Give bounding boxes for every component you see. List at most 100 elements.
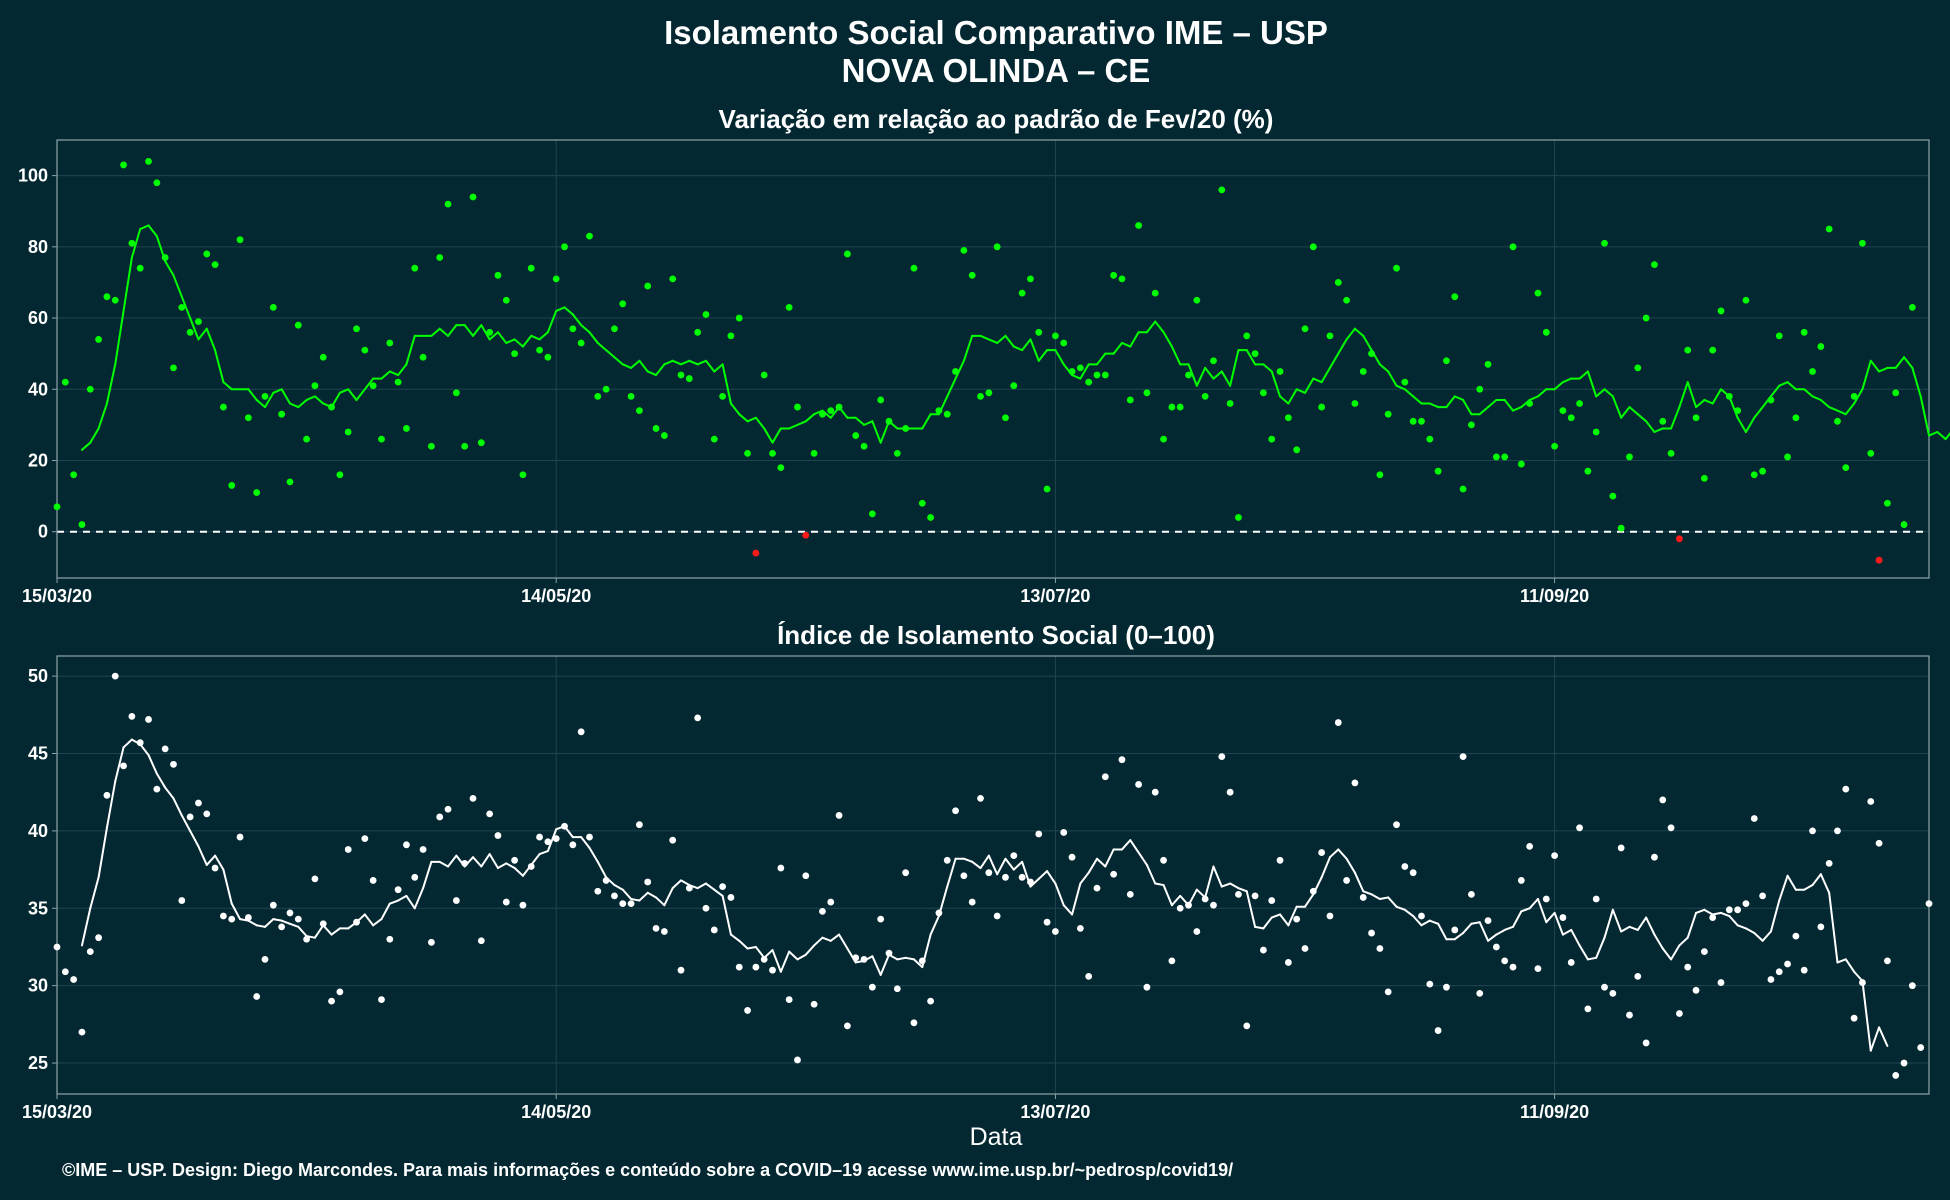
index-trend-segment [588, 846, 599, 863]
index-data-point [1176, 904, 1184, 912]
variation-data-point [244, 414, 252, 422]
index-trend-segment [596, 860, 608, 879]
index-data-point [660, 928, 668, 935]
variation-trend-segment [1894, 356, 1906, 369]
variation-trend-segment [1736, 416, 1747, 433]
variation-data-point [1784, 453, 1791, 461]
variation-data-point [1060, 339, 1068, 347]
index-trend-segment [372, 918, 383, 927]
index-trend-segment [538, 850, 549, 856]
index-data-point [1634, 972, 1642, 980]
index-data-point [1484, 917, 1492, 925]
variation-data-point [1018, 289, 1026, 297]
variation-data-point [1742, 296, 1750, 304]
index-trend-segment [1412, 915, 1423, 927]
variation-data-point [336, 471, 344, 479]
index-data-point [1276, 856, 1284, 864]
index-data-point [353, 918, 360, 926]
variation-trend-segment [538, 331, 549, 341]
index-trend-segment [114, 746, 125, 783]
index-trend-segment [363, 913, 375, 927]
index-data-point [1684, 963, 1692, 971]
index-data-point [910, 1019, 918, 1027]
variation-trend-segment [563, 306, 574, 316]
variation-trend-segment [1021, 338, 1032, 352]
variation-data-point [1160, 435, 1167, 443]
index-data-point [145, 716, 152, 723]
variation-trend-segment [89, 427, 100, 444]
variation-data-point [727, 332, 735, 340]
variation-trend-segment [1769, 384, 1781, 398]
index-trend-segment [1337, 848, 1348, 860]
index-trend-segment [230, 902, 242, 921]
index-trend-segment [1062, 904, 1074, 916]
index-data-point [1542, 895, 1550, 903]
index-data-point [968, 898, 976, 906]
index-trend-segment [1678, 936, 1689, 947]
index-data-point [1401, 863, 1409, 870]
variation-trend-segment [513, 338, 524, 348]
variation-trend-segment [1744, 416, 1756, 433]
variation-trend-segment [463, 324, 474, 337]
variation-trend-segment [1711, 388, 1722, 405]
variation-trend-segment [305, 395, 316, 401]
index-data-point [844, 1022, 851, 1030]
variation-data-point [1443, 357, 1450, 365]
index-trend-segment [447, 854, 458, 868]
index-trend-segment [97, 826, 108, 879]
variation-data-point [145, 157, 152, 165]
index-data-point [1210, 901, 1217, 909]
variation-trend-segment [1170, 345, 1182, 366]
index-data-point [170, 760, 177, 768]
variation-trend-segment [1428, 402, 1440, 409]
index-trend-segment [663, 887, 674, 907]
index-data-point [1509, 963, 1517, 971]
index-data-point [95, 934, 102, 942]
index-trend-segment [1503, 925, 1514, 931]
variation-data-point [1126, 396, 1134, 404]
variation-data-point [1692, 414, 1700, 422]
index-trend-segment [397, 894, 408, 902]
variation-data-point [694, 328, 702, 336]
variation-trend-segment [671, 359, 682, 366]
variation-data-point [1651, 261, 1658, 269]
variation-trend-segment [380, 370, 391, 380]
variation-trend-segment [1287, 388, 1298, 405]
index-data-point [1892, 1072, 1900, 1079]
variation-data-point [1210, 357, 1217, 365]
index-trend-segment [1087, 857, 1098, 874]
variation-data-point [1767, 396, 1775, 404]
index-trend-segment [1553, 911, 1564, 936]
variation-trend-segment [1911, 366, 1922, 398]
variation-data-point [844, 250, 851, 258]
index-data-point [985, 869, 993, 877]
index-trend-segment [929, 915, 940, 936]
index-data-point [1651, 853, 1658, 861]
variation-trend-segment [122, 256, 133, 312]
variation-data-point [1151, 289, 1159, 297]
variation-data-point [1834, 417, 1841, 425]
variation-trend-segment [946, 377, 957, 398]
index-data-point [619, 900, 627, 908]
index-data-point [1867, 798, 1875, 805]
index-trend-segment [971, 860, 982, 870]
index-trend-segment [1353, 871, 1365, 893]
index-trend-segment [1270, 913, 1282, 919]
variation-trend-segment [1528, 395, 1539, 401]
variation-data-point [328, 403, 335, 411]
variation-data-point [935, 407, 943, 415]
variation-data-point [419, 353, 427, 361]
index-data-point [178, 897, 186, 904]
index-trend-segment [912, 958, 924, 969]
variation-trend-segment [1071, 374, 1082, 380]
variation-trend-segment [355, 388, 366, 401]
variation-trend-segment [1645, 420, 1656, 433]
variation-data-point [269, 303, 277, 311]
variation-data-point [1085, 378, 1093, 386]
variation-data-point [1567, 414, 1575, 422]
index-trend-segment [1170, 894, 1182, 907]
variation-trend-segment [405, 334, 416, 366]
index-data-point [78, 1028, 86, 1036]
variation-data-point [1251, 350, 1259, 358]
variation-data-point [1809, 368, 1816, 375]
